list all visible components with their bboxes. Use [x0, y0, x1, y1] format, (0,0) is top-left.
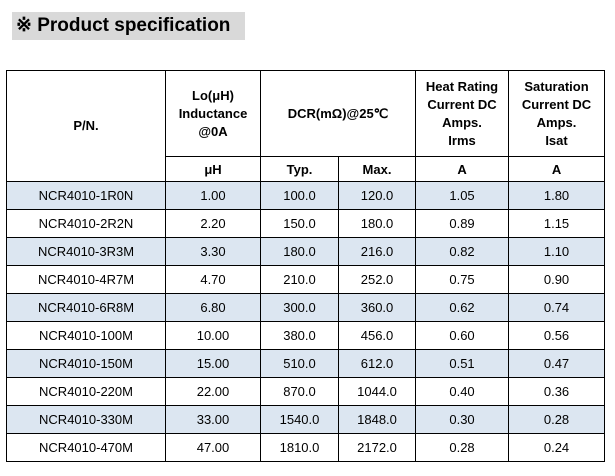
data-cell: 252.0 [337, 265, 417, 294]
data-cell: 2.20 [165, 209, 261, 238]
header-cell: Lo(μH) Inductance @0A [165, 70, 261, 157]
data-cell: NCR4010-330M [6, 405, 166, 434]
data-cell: 4.70 [165, 265, 261, 294]
unit-cell: Typ. [260, 156, 339, 182]
data-cell: 1.05 [415, 181, 510, 210]
data-cell: 1.15 [508, 209, 606, 238]
data-cell: 180.0 [260, 237, 339, 266]
data-cell: 0.28 [415, 433, 510, 462]
data-cell: 456.0 [337, 321, 417, 350]
data-cell: 380.0 [260, 321, 339, 350]
data-cell: 0.75 [415, 265, 510, 294]
data-cell: 1540.0 [260, 405, 339, 434]
data-row: NCR4010-100M 10.00 380.0 456.0 0.60 0.56 [6, 321, 606, 350]
data-cell: 150.0 [260, 209, 339, 238]
data-row: NCR4010-3R3M 3.30 180.0 216.0 0.82 1.10 [6, 237, 606, 266]
unit-cell: A [508, 156, 606, 182]
header-line: Irms [448, 132, 476, 148]
data-cell: 216.0 [337, 237, 417, 266]
data-row: NCR4010-220M 22.00 870.0 1044.0 0.40 0.36 [6, 377, 606, 406]
data-cell: 0.30 [415, 405, 510, 434]
data-cell: NCR4010-2R2N [6, 209, 166, 238]
data-cell: NCR4010-3R3M [6, 237, 166, 266]
header-line: Isat [545, 132, 568, 148]
header-line: Lo(μH) [192, 87, 234, 103]
spec-table: P/N. Lo(μH) Inductance @0A DCR(mΩ)@25℃ Heat R… [6, 70, 606, 462]
data-cell: 3.30 [165, 237, 261, 266]
data-cell: 6.80 [165, 293, 261, 322]
data-cell: 1044.0 [337, 377, 417, 406]
data-cell: 1.80 [508, 181, 606, 210]
header-line: Current DC [521, 96, 592, 112]
header-line: Amps. [442, 114, 482, 130]
data-cell: NCR4010-1R0N [6, 181, 166, 210]
header-row: P/N. Lo(μH) Inductance @0A DCR(mΩ)@25℃ Heat R… [6, 70, 606, 182]
data-cell: 0.90 [508, 265, 606, 294]
data-cell: 0.47 [508, 349, 606, 378]
data-cell: 15.00 [165, 349, 261, 378]
header-line: Saturation [524, 78, 589, 94]
data-cell: NCR4010-100M [6, 321, 166, 350]
data-cell: NCR4010-150M [6, 349, 166, 378]
data-cell: NCR4010-6R8M [6, 293, 166, 322]
data-row: NCR4010-4R7M 4.70 210.0 252.0 0.75 0.90 [6, 265, 606, 294]
unit-cell: μH [165, 156, 261, 182]
data-cell: 0.62 [415, 293, 510, 322]
header-line: DCR(mΩ)@25℃ [287, 105, 389, 121]
unit-row: μH Typ. Max. A A [7, 156, 606, 182]
data-cell: 0.60 [415, 321, 510, 350]
data-cell: 300.0 [260, 293, 339, 322]
data-cell: 100.0 [260, 181, 339, 210]
header-line: P/N. [73, 118, 99, 133]
header-cell: P/N. [6, 70, 166, 182]
unit-cell: A [415, 156, 510, 182]
data-cell: 210.0 [260, 265, 339, 294]
section-title: ※ Product specification [12, 12, 245, 40]
data-cell: 1.10 [508, 237, 606, 266]
data-cell: 47.00 [165, 433, 261, 462]
data-cell: 1848.0 [337, 405, 417, 434]
header-line: Heat Rating [425, 78, 499, 94]
data-cell: 360.0 [337, 293, 417, 322]
data-cell: NCR4010-220M [6, 377, 166, 406]
data-cell: 22.00 [165, 377, 261, 406]
header-line: @0A [198, 123, 228, 139]
data-cell: 612.0 [337, 349, 417, 378]
data-cell: 0.24 [508, 433, 606, 462]
data-cell: 2172.0 [337, 433, 417, 462]
data-cell: 1810.0 [260, 433, 339, 462]
data-row: NCR4010-330M 33.00 1540.0 1848.0 0.30 0.28 [6, 405, 606, 434]
data-cell: 10.00 [165, 321, 261, 350]
header-line: Amps. [536, 114, 577, 130]
data-row: NCR4010-6R8M 6.80 300.0 360.0 0.62 0.74 [6, 293, 606, 322]
data-cell: 0.51 [415, 349, 510, 378]
data-cell: 0.74 [508, 293, 606, 322]
unit-cell: Max. [337, 156, 417, 182]
data-cell: 180.0 [337, 209, 417, 238]
data-cell: 870.0 [260, 377, 339, 406]
data-cell: 0.56 [508, 321, 606, 350]
data-row: NCR4010-2R2N 2.20 150.0 180.0 0.89 1.15 [6, 209, 606, 238]
data-row: NCR4010-470M 47.00 1810.0 2172.0 0.28 0.24 [6, 433, 606, 462]
data-cell: 0.89 [415, 209, 510, 238]
data-cell: 0.28 [508, 405, 606, 434]
header-cell: Saturation Current DC Amps. Isat [508, 70, 606, 157]
data-cell: NCR4010-4R7M [6, 265, 166, 294]
header-cell: Heat Rating Current DC Amps. Irms [415, 70, 510, 157]
data-cell: 1.00 [165, 181, 261, 210]
data-cell: 510.0 [260, 349, 339, 378]
data-row: NCR4010-150M 15.00 510.0 612.0 0.51 0.47 [6, 349, 606, 378]
data-cell: 33.00 [165, 405, 261, 434]
header-line: Current DC [427, 96, 497, 112]
data-cell: 0.36 [508, 377, 606, 406]
data-cell: 0.40 [415, 377, 510, 406]
header-cell: DCR(mΩ)@25℃ [259, 70, 417, 157]
data-cell: 120.0 [337, 181, 417, 210]
data-cell: NCR4010-470M [6, 433, 166, 462]
data-cell: 0.82 [415, 237, 510, 266]
header-line: Inductance [178, 105, 248, 121]
data-row: NCR4010-1R0N 1.00 100.0 120.0 1.05 1.80 [6, 181, 606, 210]
